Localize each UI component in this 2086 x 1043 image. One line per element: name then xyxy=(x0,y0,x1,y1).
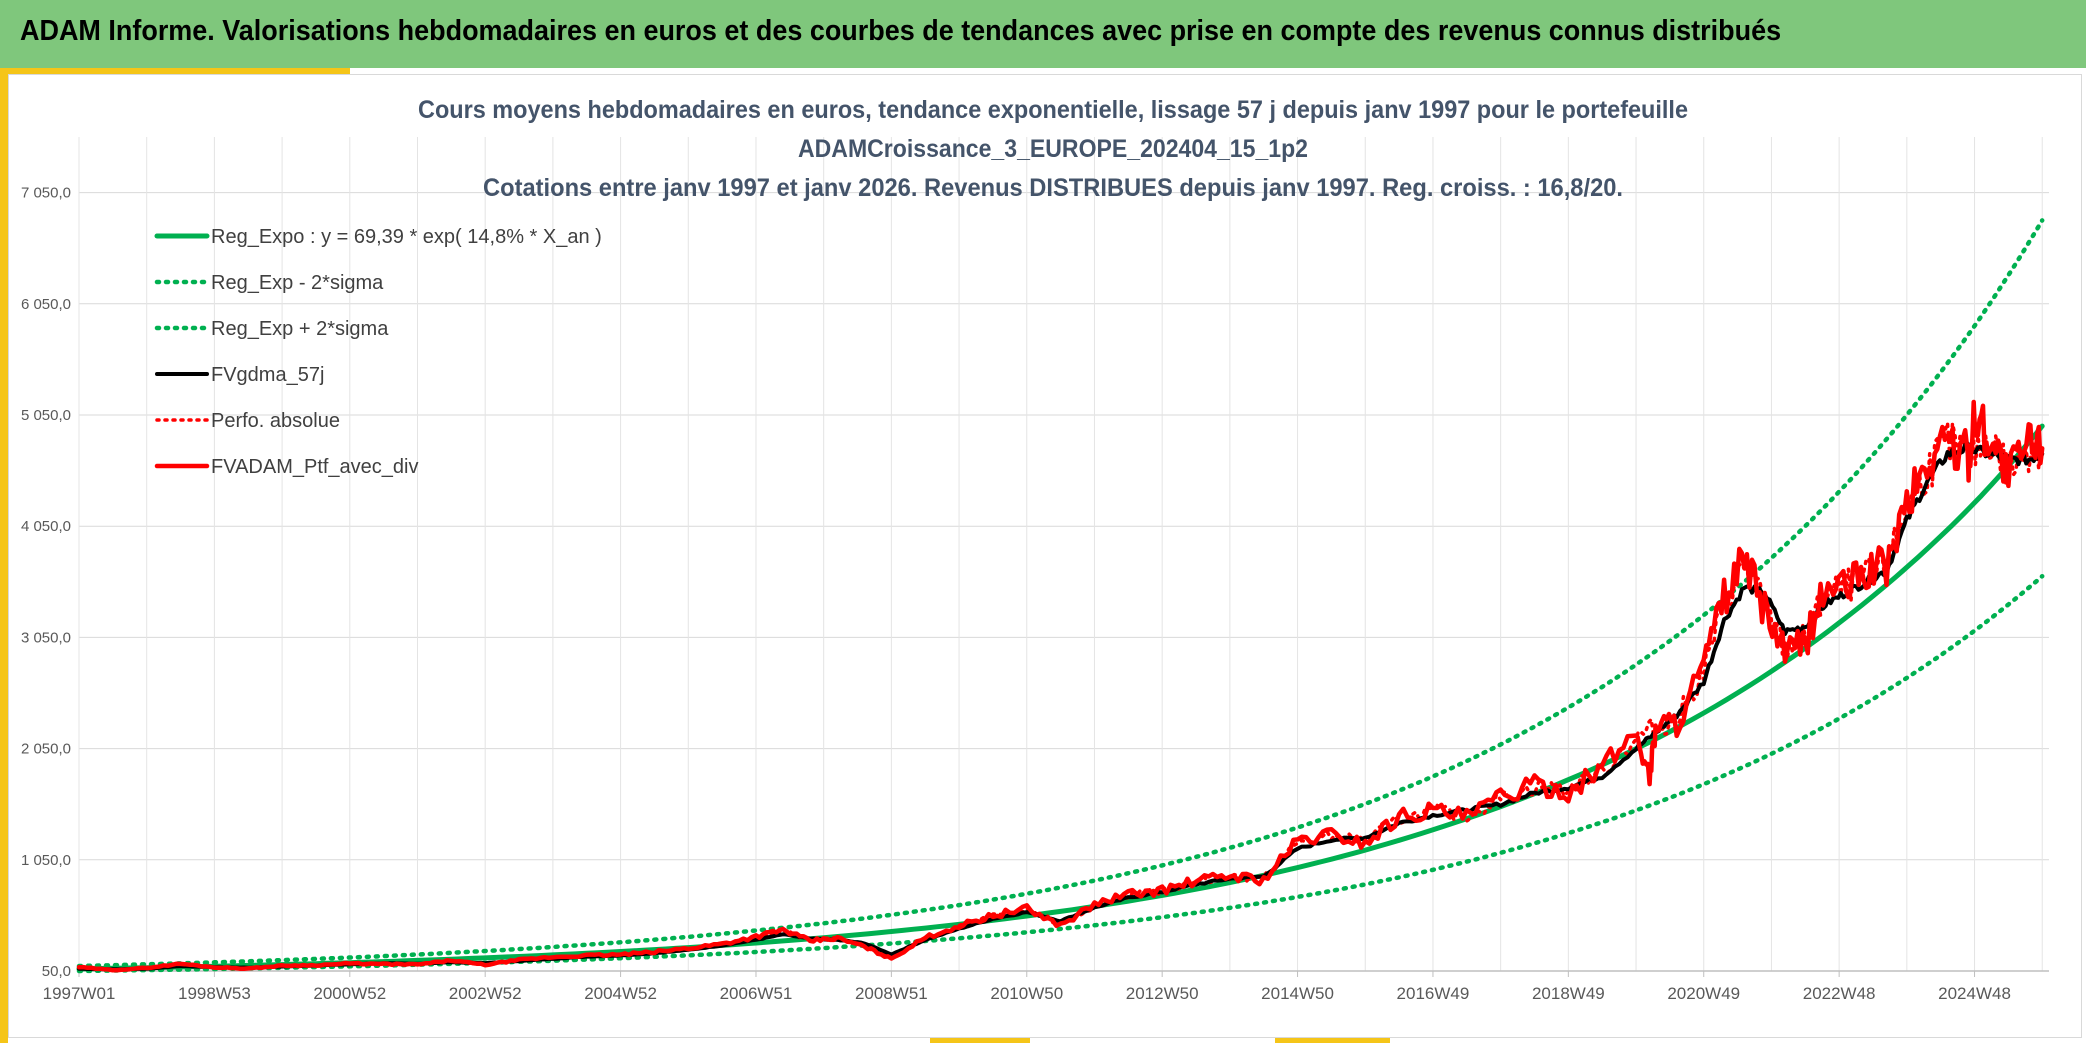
accent-bar-bottom-2 xyxy=(1275,1038,1390,1043)
banner-title: ADAM Informe. Valorisations hebdomadaire… xyxy=(20,15,1782,47)
series-lines xyxy=(76,218,2045,974)
x-tick-label: 2024W48 xyxy=(1938,984,2011,1003)
chart-title-line-3: Cotations entre janv 1997 et janv 2026. … xyxy=(483,174,1623,202)
x-tick-label: 2008W51 xyxy=(855,984,928,1003)
chart-title-line-2: ADAMCroissance_3_EUROPE_202404_15_1p2 xyxy=(798,135,1308,163)
x-axis-ticks: 1997W01 1998W53 2000W52 2002W52 2004W52 2006W… xyxy=(43,971,2011,1003)
header-banner: ADAM Informe. Valorisations hebdomadaire… xyxy=(0,0,2086,68)
y-tick-label: 7 050,0 xyxy=(21,185,71,202)
accent-bar-top xyxy=(0,68,350,74)
x-tick-label: 2010W50 xyxy=(990,984,1063,1003)
legend-item-reg-minus-2sigma-label: Reg_Exp - 2*sigma xyxy=(211,272,384,294)
x-tick-label: 1998W53 xyxy=(178,984,251,1003)
series-line-reg-minus-2sigma xyxy=(76,573,2045,974)
series-line-fvadam-ptf xyxy=(76,399,2045,973)
x-tick-label: 2014W50 xyxy=(1261,984,1334,1003)
legend: Reg_Expo : y = 69,39 * exp( 14,8% * X_an… xyxy=(154,226,602,478)
x-tick-label: 2000W52 xyxy=(313,984,386,1003)
x-tick-label: 1997W01 xyxy=(43,984,116,1003)
y-tick-label: 5 050,0 xyxy=(21,407,71,424)
y-tick-label: 6 050,0 xyxy=(21,296,71,313)
series-line-reg-expo xyxy=(76,423,2045,972)
y-tick-label: 2 050,0 xyxy=(21,741,71,758)
gridlines xyxy=(78,137,2049,972)
x-tick-label: 2018W49 xyxy=(1532,984,1605,1003)
legend-item-fvadam-ptf-label: FVADAM_Ptf_avec_div xyxy=(211,456,419,478)
y-tick-label: 3 050,0 xyxy=(21,629,71,646)
y-axis-ticks: 50,0 1 050,0 2 050,0 3 050,0 4 050,0 5 050,0 6… xyxy=(21,185,71,980)
x-tick-label: 2002W52 xyxy=(449,984,522,1003)
y-tick-label: 4 050,0 xyxy=(21,518,71,535)
accent-bar-bottom xyxy=(930,1038,1030,1043)
x-tick-label: 2020W49 xyxy=(1667,984,1740,1003)
legend-item-reg-expo-label: Reg_Expo : y = 69,39 * exp( 14,8% * X_an… xyxy=(211,226,602,248)
x-tick-label: 2006W51 xyxy=(720,984,793,1003)
chart-title-line-1: Cours moyens hebdomadaires en euros, ten… xyxy=(418,96,1688,124)
x-tick-label: 2012W50 xyxy=(1126,984,1199,1003)
accent-bar-left xyxy=(0,68,8,1043)
y-tick-label: 1 050,0 xyxy=(21,852,71,869)
y-tick-label: 50,0 xyxy=(42,963,71,980)
legend-item-fvgdma-label: FVgdma_57j xyxy=(211,364,324,386)
legend-item-reg-plus-2sigma-label: Reg_Exp + 2*sigma xyxy=(211,318,389,340)
chart-title: Cours moyens hebdomadaires en euros, ten… xyxy=(418,96,1688,202)
chart-canvas: Cours moyens hebdomadaires en euros, ten… xyxy=(21,96,2049,1003)
series-line-fvgdma xyxy=(77,441,2045,972)
legend-item-perfo-absolue-label: Perfo. absolue xyxy=(211,410,340,432)
x-tick-label: 2022W48 xyxy=(1803,984,1876,1003)
x-tick-label: 2016W49 xyxy=(1397,984,1470,1003)
series-line-reg-plus-2sigma xyxy=(76,218,2045,969)
x-tick-label: 2004W52 xyxy=(584,984,657,1003)
series-line-perfo-absolue xyxy=(77,421,2044,972)
chart-frame: Cours moyens hebdomadaires en euros, ten… xyxy=(8,74,2082,1038)
